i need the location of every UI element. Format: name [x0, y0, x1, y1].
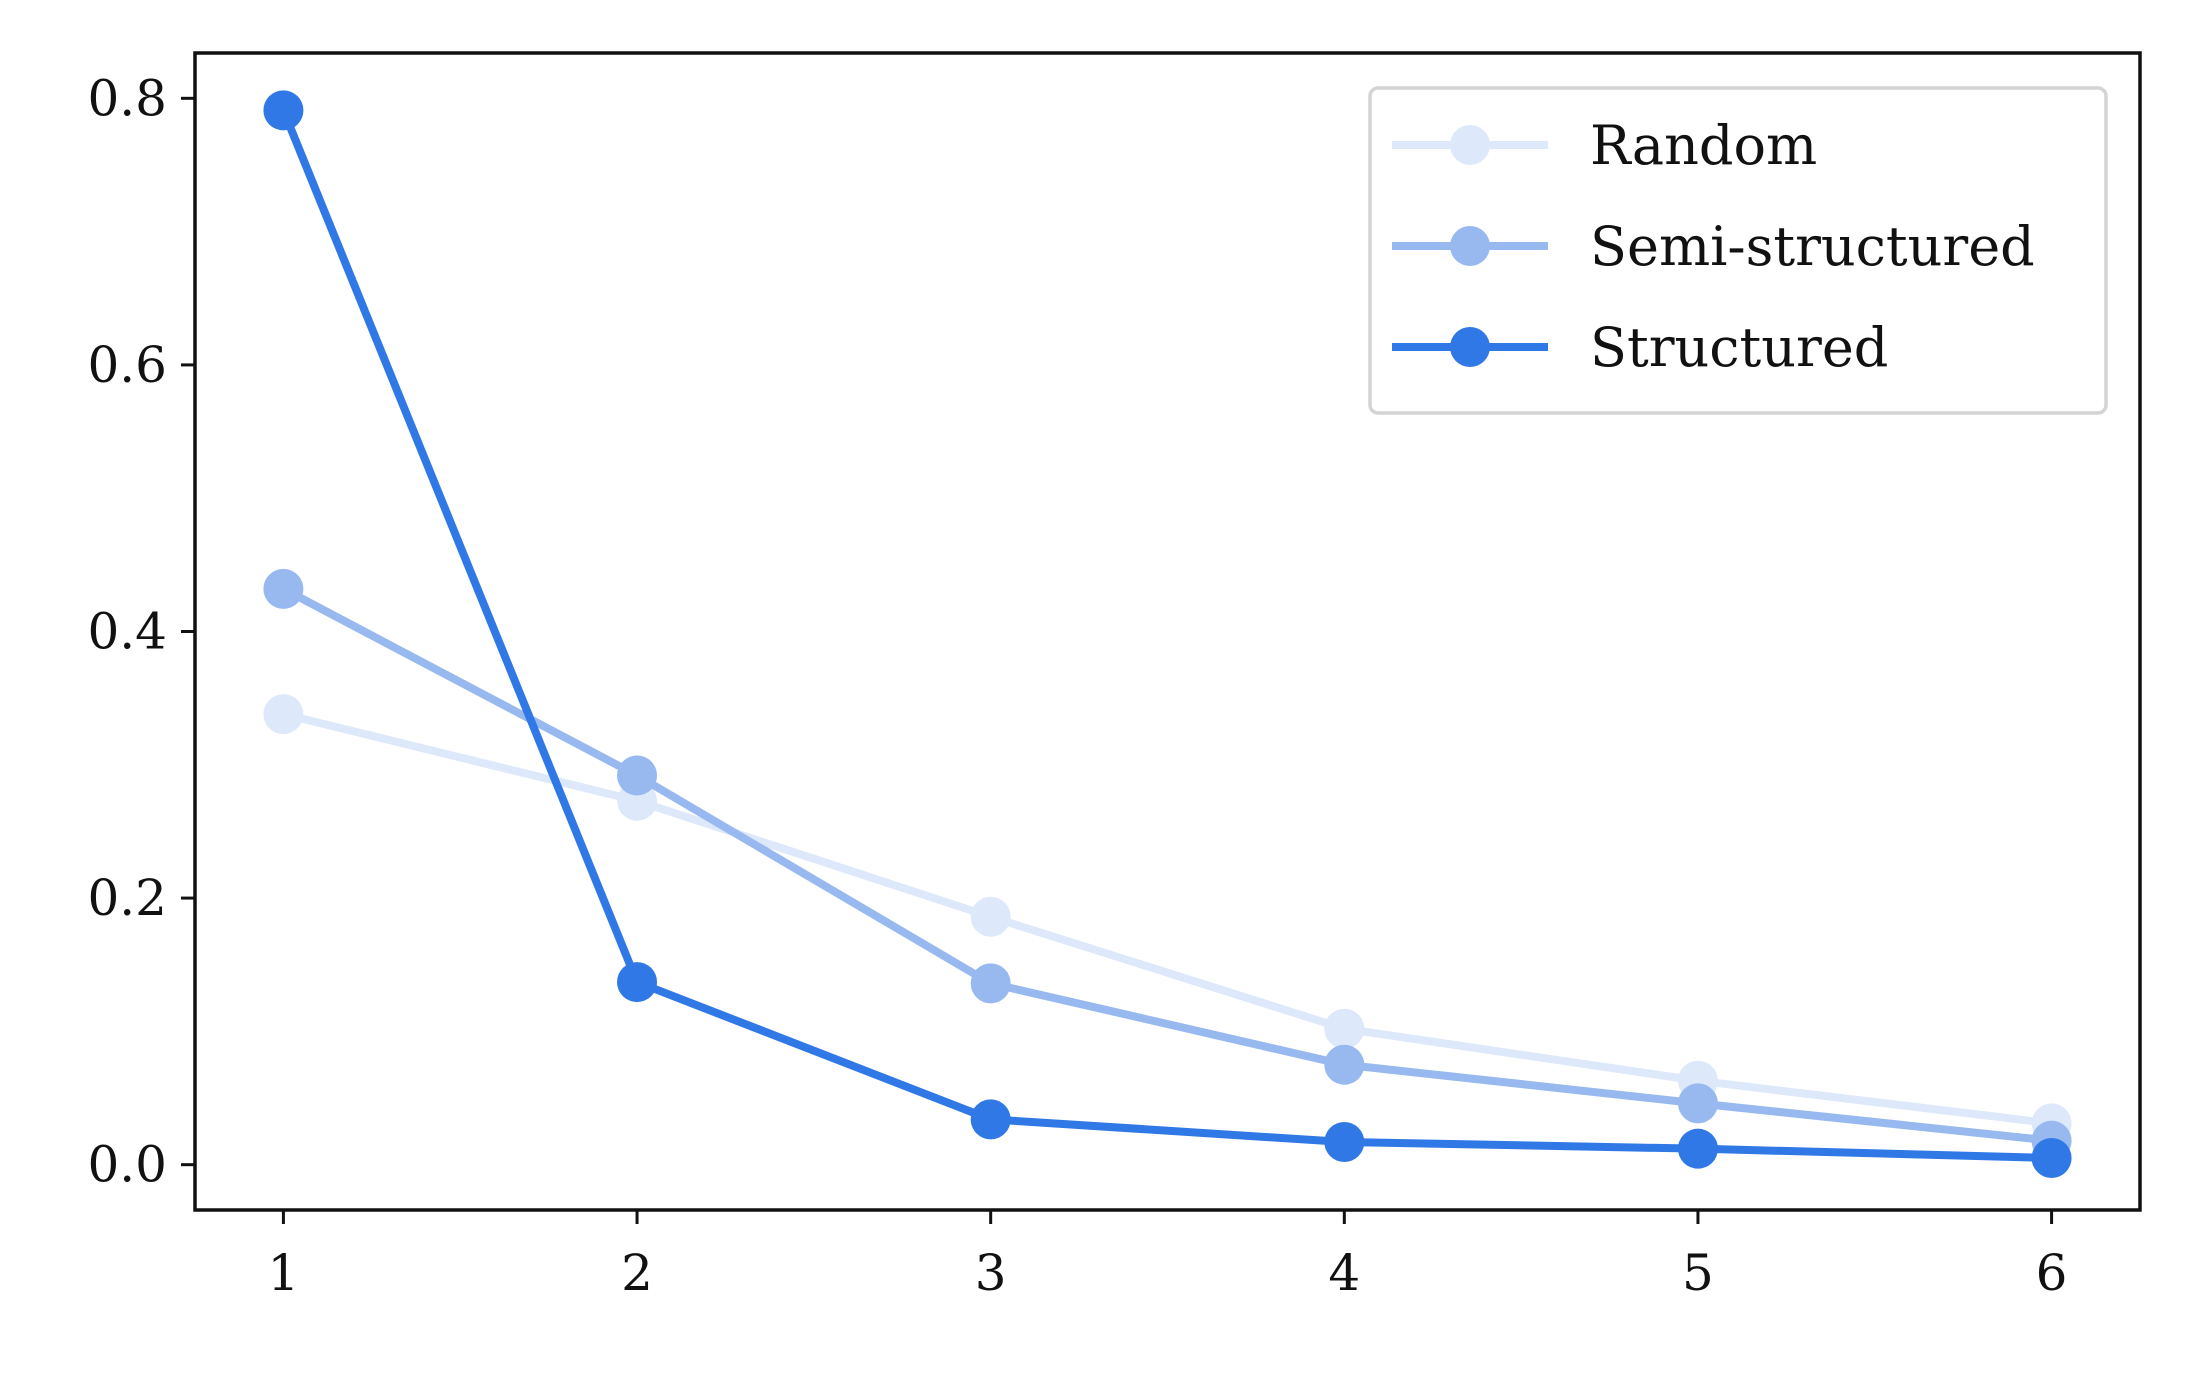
y-tick-label-0.4: 0.4	[87, 603, 167, 661]
legend-label-semi-structured: Semi-structured	[1590, 215, 2035, 278]
data-point-structured-1	[263, 90, 304, 131]
legend-label-random: Random	[1590, 114, 1817, 177]
y-tick-label-0.8: 0.8	[87, 69, 167, 127]
series-layer	[263, 90, 2072, 1179]
series-line-semi-structured	[281, 585, 2053, 1145]
y-tick-label-0.6: 0.6	[87, 336, 167, 394]
x-tick-label-1: 1	[268, 1244, 300, 1302]
series-structured	[263, 90, 2072, 1179]
data-point-semi-structured-2	[617, 755, 658, 796]
legend-marker-semi-structured	[1450, 226, 1490, 266]
data-point-structured-4	[1324, 1122, 1365, 1163]
series-line-structured	[279, 108, 2052, 1163]
legend-marker-random	[1450, 125, 1490, 165]
data-point-random-4	[1324, 1008, 1365, 1049]
y-tick-label-0.0: 0.0	[87, 1136, 167, 1194]
data-point-structured-3	[970, 1099, 1011, 1140]
data-point-random-3	[970, 896, 1011, 937]
data-point-structured-5	[1677, 1128, 1718, 1169]
data-point-structured-6	[2031, 1138, 2072, 1179]
data-point-semi-structured-1	[263, 568, 304, 609]
x-tick-label-3: 3	[975, 1244, 1007, 1302]
legend-marker-structured	[1450, 327, 1490, 367]
legend: Random Semi-structured Structured	[1368, 86, 2108, 415]
series-line-random	[282, 710, 2053, 1128]
y-tick-label-0.2: 0.2	[87, 869, 167, 927]
x-tick-label-2: 2	[621, 1244, 653, 1302]
legend-box	[1368, 86, 2108, 415]
data-point-random-1	[263, 694, 304, 735]
data-point-semi-structured-3	[970, 963, 1011, 1004]
data-point-structured-2	[617, 962, 658, 1003]
x-tick-label-6: 6	[2036, 1244, 2068, 1302]
axes-layer: 1 2 3 4 5 6 0.0 0.2 0.4 0.6 0.8	[87, 51, 2142, 1302]
data-point-semi-structured-4	[1324, 1044, 1365, 1085]
x-tick-label-4: 4	[1328, 1244, 1360, 1302]
data-point-semi-structured-5	[1677, 1083, 1718, 1124]
legend-label-structured: Structured	[1590, 316, 1888, 379]
x-tick-label-5: 5	[1682, 1244, 1714, 1302]
